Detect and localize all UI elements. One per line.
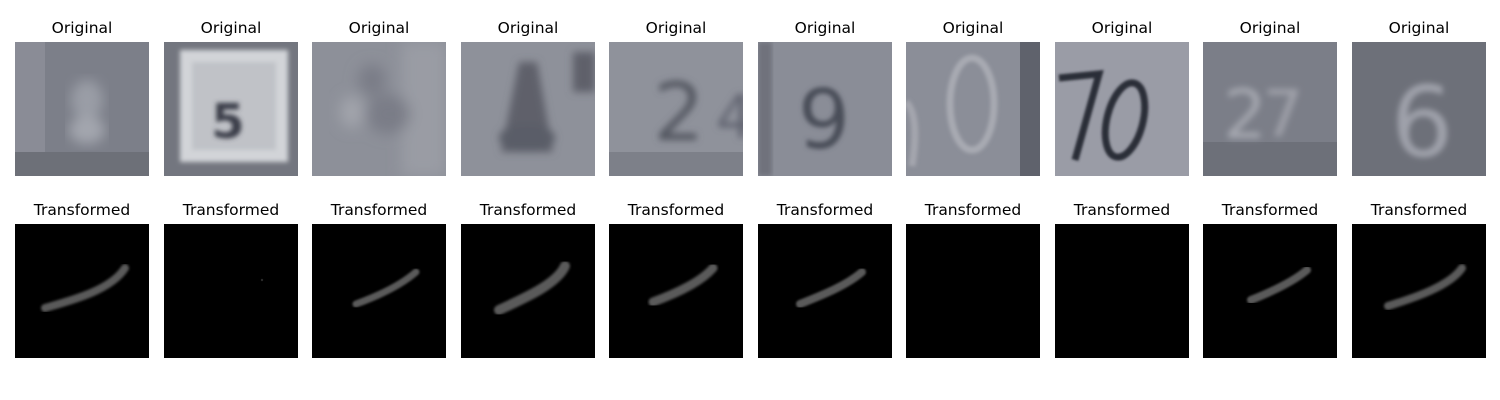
panel-title: Transformed	[924, 201, 1022, 219]
panel-title: Original	[1388, 19, 1450, 37]
panel-title: Original	[51, 19, 113, 37]
panel-title: Transformed	[1221, 201, 1319, 219]
transformed-image-5	[758, 224, 892, 358]
panel-title: Original	[942, 19, 1004, 37]
transformed-image-7	[1055, 224, 1189, 358]
svg-text:6: 6	[1391, 66, 1453, 176]
panel-title: Transformed	[33, 201, 131, 219]
panel-title: Original	[348, 19, 410, 37]
transformed-image-6	[906, 224, 1040, 358]
original-image-5: 9	[758, 42, 892, 176]
panel-title: Transformed	[1370, 201, 1468, 219]
svg-text:2: 2	[654, 66, 705, 159]
svg-text:7: 7	[1263, 78, 1304, 152]
panel-title: Original	[645, 19, 707, 37]
original-image-9: 6	[1352, 42, 1486, 176]
svg-text:9: 9	[798, 73, 850, 168]
panel-title: Transformed	[330, 201, 428, 219]
panel-title: Original	[1091, 19, 1153, 37]
original-image-3	[461, 42, 595, 176]
original-image-7	[1055, 42, 1189, 176]
svg-text:5: 5	[211, 94, 244, 150]
panel-title: Original	[1239, 19, 1301, 37]
transformed-image-1	[164, 224, 298, 358]
panel-title: Transformed	[182, 201, 280, 219]
original-image-2	[312, 42, 446, 176]
original-image-4: 2 4	[609, 42, 743, 176]
transformed-image-8	[1203, 224, 1337, 358]
original-image-0	[15, 42, 149, 176]
panel-title: Transformed	[1073, 201, 1171, 219]
transformed-image-0	[15, 224, 149, 358]
svg-text:2: 2	[1223, 76, 1266, 155]
original-image-6	[906, 42, 1040, 176]
panel-title: Transformed	[479, 201, 577, 219]
panel-title: Original	[794, 19, 856, 37]
panel-title: Original	[200, 19, 262, 37]
panel-title: Original	[497, 19, 559, 37]
transformed-image-2	[312, 224, 446, 358]
transformed-image-3	[461, 224, 595, 358]
original-image-8: 2 7	[1203, 42, 1337, 176]
panel-title: Transformed	[627, 201, 725, 219]
transformed-image-9	[1352, 224, 1486, 358]
original-image-1: 5	[164, 42, 298, 176]
svg-text:4: 4	[716, 83, 743, 153]
panel-title: Transformed	[776, 201, 874, 219]
transformed-image-4	[609, 224, 743, 358]
